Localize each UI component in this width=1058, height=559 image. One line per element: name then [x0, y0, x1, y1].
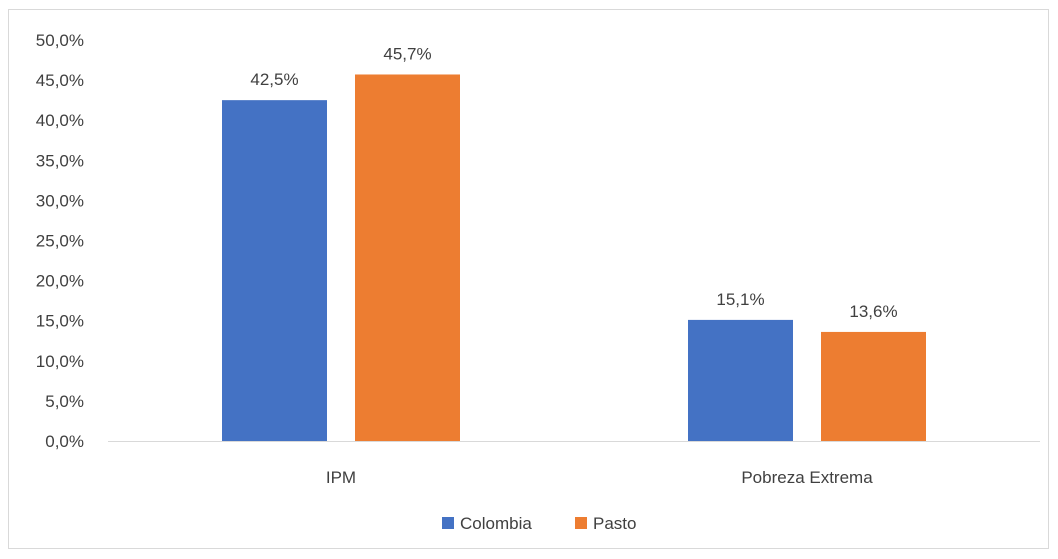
legend-label-pasto: Pasto — [593, 514, 636, 533]
y-tick-label: 0,0% — [45, 432, 84, 451]
legend-label-colombia: Colombia — [460, 514, 532, 533]
y-tick-label: 30,0% — [36, 191, 84, 210]
y-tick-label: 40,0% — [36, 111, 84, 130]
bar-colombia-0 — [222, 100, 327, 442]
y-tick-label: 5,0% — [45, 392, 84, 411]
bar-pasto-1 — [821, 331, 926, 441]
data-label: 13,6% — [849, 302, 897, 321]
legend-swatch-pasto — [575, 517, 587, 529]
y-tick-label: 25,0% — [36, 232, 84, 251]
data-label: 15,1% — [716, 290, 764, 309]
y-tick-label: 20,0% — [36, 272, 84, 291]
x-category-label: IPM — [326, 468, 356, 487]
legend-swatch-colombia — [442, 517, 454, 529]
y-tick-label: 50,0% — [36, 31, 84, 50]
bar-colombia-1 — [688, 319, 793, 441]
y-tick-label: 45,0% — [36, 71, 84, 90]
y-tick-label: 35,0% — [36, 151, 84, 170]
data-label: 42,5% — [250, 70, 298, 89]
data-label: 45,7% — [383, 44, 431, 63]
bar-pasto-0 — [355, 74, 460, 442]
y-tick-label: 10,0% — [36, 352, 84, 371]
y-tick-label: 15,0% — [36, 312, 84, 331]
x-category-label: Pobreza Extrema — [741, 468, 873, 487]
chart-frame — [8, 9, 1049, 549]
